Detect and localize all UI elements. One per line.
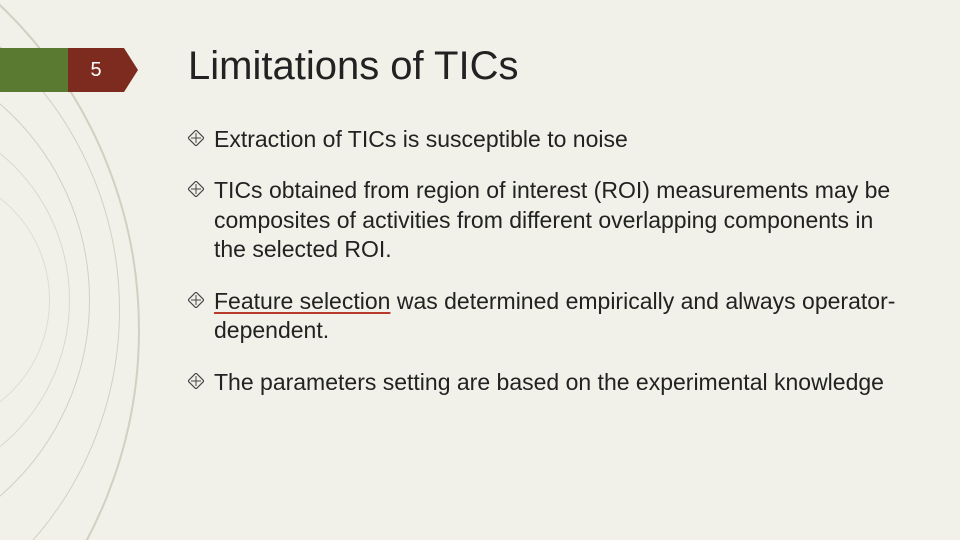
bullet-text: Feature selection was determined empiric… [214,288,895,343]
diamond-bullet-icon [188,130,204,146]
bullet-text-after: The parameters setting are based on the … [214,369,884,395]
bullet-text: TICs obtained from region of interest (R… [214,177,890,262]
bullet-text-after: Extraction of TICs is susceptible to noi… [214,126,628,152]
slide-content: Limitations of TICs Extraction of TICs i… [188,44,908,419]
slide-number: 5 [90,59,101,82]
bullet-text-after: TICs obtained from region of interest (R… [214,177,890,262]
slide-number-box: 5 [68,48,124,92]
bullet-item: Extraction of TICs is susceptible to noi… [188,125,908,154]
slide-number-badge: 5 [0,48,124,92]
diamond-bullet-icon [188,373,204,389]
badge-bar [0,48,68,92]
bullet-text-underlined: Feature selection [214,288,390,314]
bullet-item: The parameters setting are based on the … [188,368,908,397]
diamond-bullet-icon [188,181,204,197]
bullet-list: Extraction of TICs is susceptible to noi… [188,125,908,397]
slide-title: Limitations of TICs [188,44,908,89]
bullet-item: TICs obtained from region of interest (R… [188,176,908,264]
bullet-text: The parameters setting are based on the … [214,369,884,395]
bullet-text: Extraction of TICs is susceptible to noi… [214,126,628,152]
bullet-item: Feature selection was determined empiric… [188,287,908,346]
diamond-bullet-icon [188,292,204,308]
